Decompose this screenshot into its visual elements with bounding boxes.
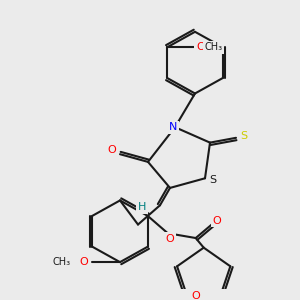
Text: O: O (191, 292, 200, 300)
Text: S: S (240, 131, 247, 141)
Text: S: S (209, 175, 217, 185)
Text: O: O (212, 216, 221, 226)
Text: O: O (80, 257, 88, 267)
Text: CH₃: CH₃ (53, 257, 71, 267)
Text: CH₃: CH₃ (204, 42, 222, 52)
Text: O: O (165, 234, 174, 244)
Text: H: H (138, 202, 146, 212)
Text: O: O (196, 42, 205, 52)
Text: N: N (169, 122, 177, 132)
Text: O: O (108, 145, 116, 155)
